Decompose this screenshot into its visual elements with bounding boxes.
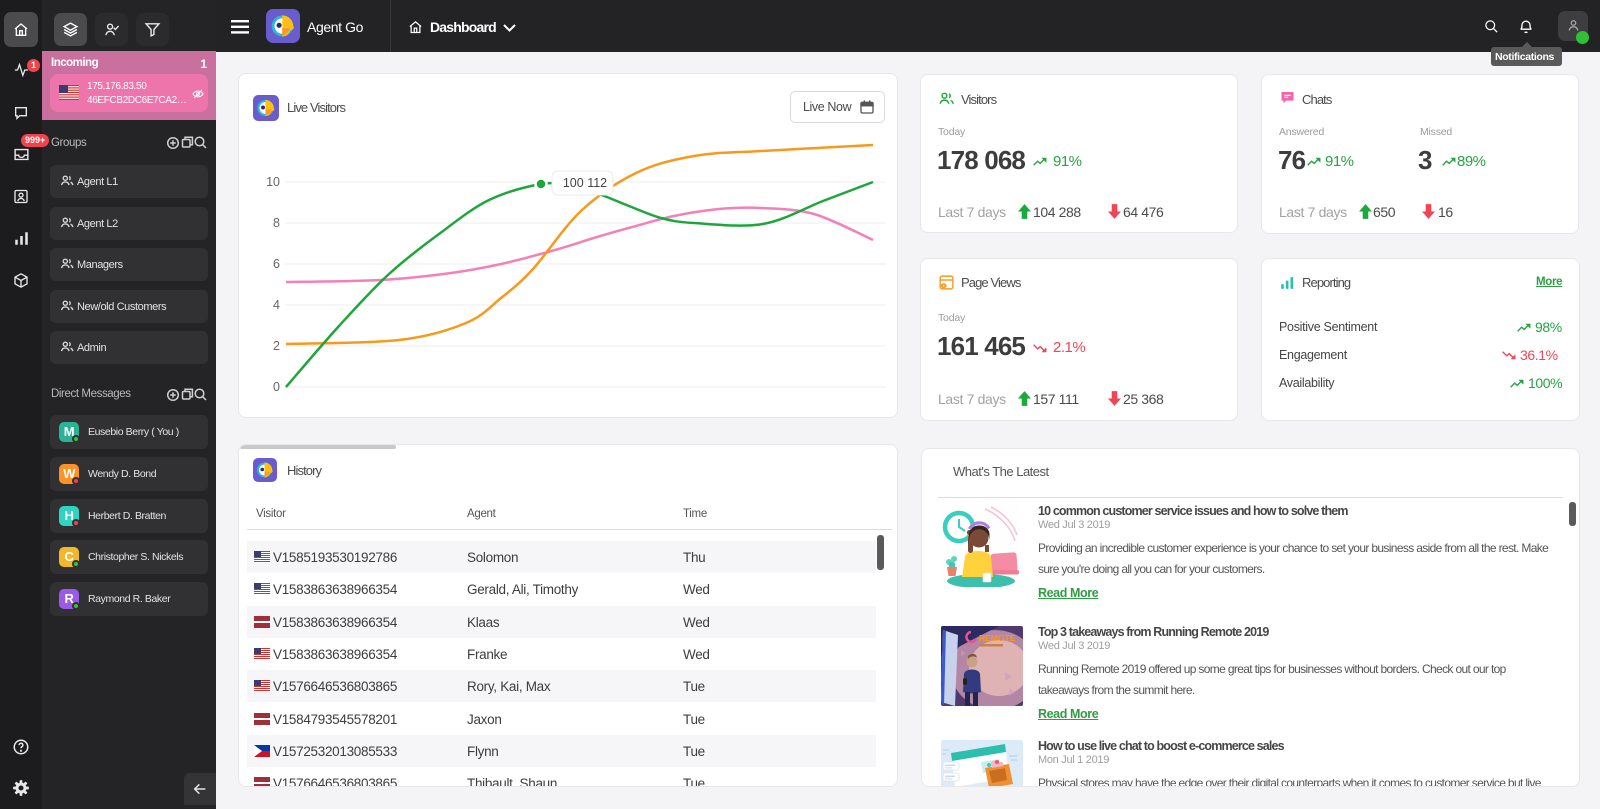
- svg-text:2: 2: [273, 339, 280, 353]
- svg-text:100 112: 100 112: [563, 176, 607, 190]
- svg-text:4: 4: [273, 298, 280, 312]
- svg-text:6: 6: [273, 257, 280, 271]
- svg-text:8: 8: [273, 216, 280, 230]
- svg-text:0: 0: [273, 380, 280, 394]
- svg-text:10: 10: [266, 175, 280, 189]
- svg-text:REMOTE: REMOTE: [979, 633, 1016, 643]
